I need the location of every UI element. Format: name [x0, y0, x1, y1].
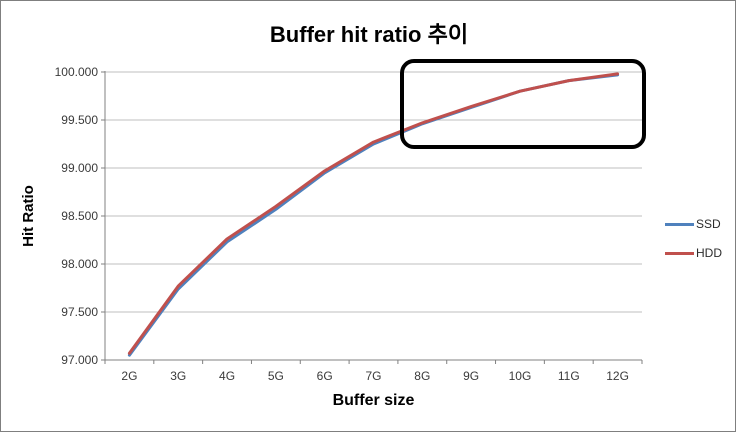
x-tick-label: 11G [557, 369, 580, 383]
legend-label: SSD [696, 217, 721, 231]
legend-item-hdd: HDD [665, 244, 722, 262]
y-tick-label: 97.500 [61, 305, 98, 319]
x-tick-label: 9G [463, 369, 480, 383]
legend: SSD HDD [665, 215, 722, 273]
chart-title: Buffer hit ratio 추이 [269, 22, 469, 47]
x-tick-label: 10G [508, 369, 532, 383]
y-tick-label: 97.000 [61, 353, 98, 367]
legend-item-ssd: SSD [665, 215, 722, 233]
x-axis-title: Buffer size [332, 392, 415, 409]
legend-line-swatch [665, 251, 694, 255]
x-tick-label: 3G [170, 369, 187, 383]
y-tick-label: 99.000 [61, 161, 98, 175]
y-tick-label: 98.500 [61, 209, 98, 223]
y-tick-label: 98.000 [61, 257, 98, 271]
y-tick-label: 99.500 [61, 113, 98, 127]
x-tick-label: 5G [267, 369, 284, 383]
highlight-annotation-box [400, 59, 646, 149]
y-tick-label: 100.000 [54, 65, 98, 79]
x-tick-label: 2G [121, 369, 138, 383]
legend-line-swatch [665, 222, 694, 226]
x-tick-label: 6G [316, 369, 333, 383]
x-tick-label: 8G [414, 369, 431, 383]
x-tick-label: 12G [606, 369, 629, 383]
x-tick-label: 7G [365, 369, 382, 383]
x-tick-label: 4G [219, 369, 236, 383]
series-line-hdd [127, 72, 620, 355]
legend-label: HDD [696, 246, 722, 260]
